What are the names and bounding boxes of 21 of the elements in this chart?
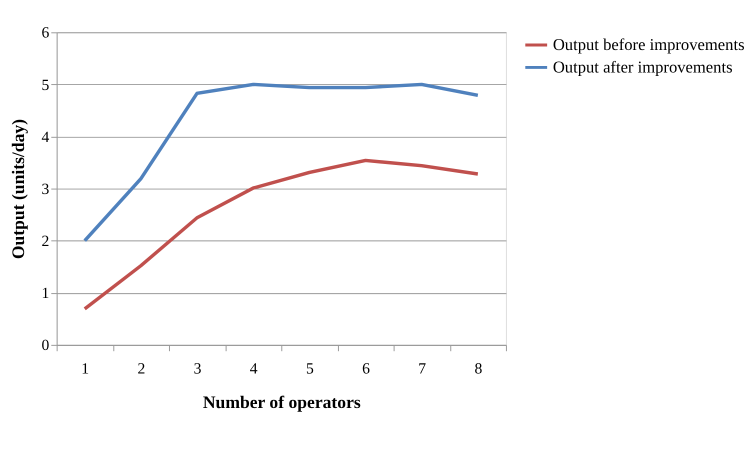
y-tick-label: 4 <box>42 128 50 146</box>
x-tick-label: 8 <box>474 360 482 378</box>
y-tick-label: 2 <box>42 233 50 250</box>
line-series <box>83 158 480 311</box>
x-tick-label: 7 <box>418 360 426 378</box>
legend-label: Output before improvements <box>552 34 745 54</box>
y-tick-label: 3 <box>42 180 50 198</box>
x-tick-label: 1 <box>81 360 90 378</box>
line-series <box>83 82 480 242</box>
x-tick-label: 2 <box>137 360 146 378</box>
y-tick-label: 5 <box>42 76 50 94</box>
x-tick-label: 4 <box>250 360 258 378</box>
x-axis-title: Number of operators <box>202 392 361 412</box>
y-tick-label: 1 <box>42 285 50 302</box>
legend-label: Output after improvements <box>552 57 733 76</box>
y-tick-label: 0 <box>42 337 50 354</box>
x-tick-label: 3 <box>194 360 202 378</box>
y-axis-title: Output (units/day) <box>8 118 28 260</box>
x-tick-label: 5 <box>306 360 314 378</box>
x-tick-label: 6 <box>362 360 370 378</box>
y-tick-label: 6 <box>42 24 50 42</box>
